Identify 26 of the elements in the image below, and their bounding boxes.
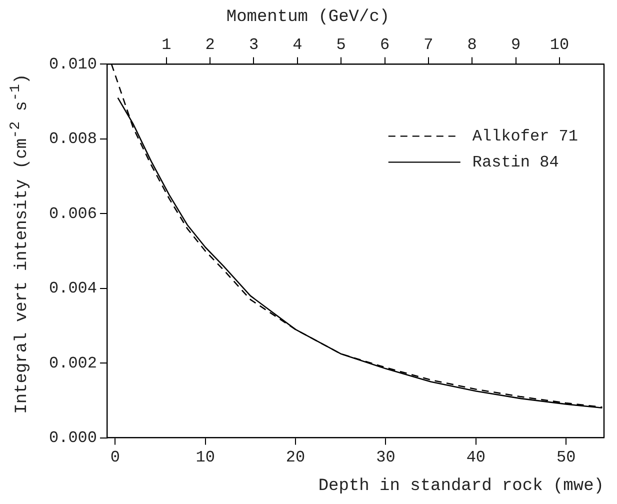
- x2-tick-label: 1: [162, 36, 172, 54]
- x2-tick-label: 9: [510, 36, 521, 54]
- x2-tick-label: 10: [550, 36, 570, 54]
- legend-label: Rastin 84: [472, 153, 559, 172]
- x2-tick-label: 3: [248, 36, 259, 54]
- y-tick-label: 0.008: [48, 130, 98, 148]
- y-tick-label: 0.006: [48, 204, 98, 223]
- x-tick-label: 20: [286, 448, 306, 467]
- x2-axis-title: Momentum (GeV/c): [225, 8, 391, 27]
- x2-tick-label: 2: [205, 36, 215, 54]
- x-tick-label: 40: [466, 448, 486, 467]
- x2-tick-label: 4: [292, 36, 302, 54]
- y-tick-label: 0.002: [48, 354, 98, 372]
- x-tick-label: 30: [376, 448, 396, 467]
- x2-tick-label: 8: [467, 36, 477, 54]
- x-tick-label: 10: [196, 448, 215, 467]
- x2-tick-label: 7: [424, 36, 434, 54]
- legend-label: Allkofer 71: [472, 127, 578, 146]
- y-tick-label: 0.010: [48, 55, 98, 74]
- x-axis-title: Depth in standard rock (mwe): [318, 477, 604, 496]
- x-tick-label: 50: [556, 448, 576, 467]
- x2-tick-label: 6: [380, 36, 390, 54]
- x-tick-label: 0: [110, 448, 120, 467]
- y-tick-label: 0.000: [48, 429, 98, 448]
- x2-tick-label: 5: [336, 36, 346, 54]
- y-tick-label: 0.004: [48, 280, 98, 298]
